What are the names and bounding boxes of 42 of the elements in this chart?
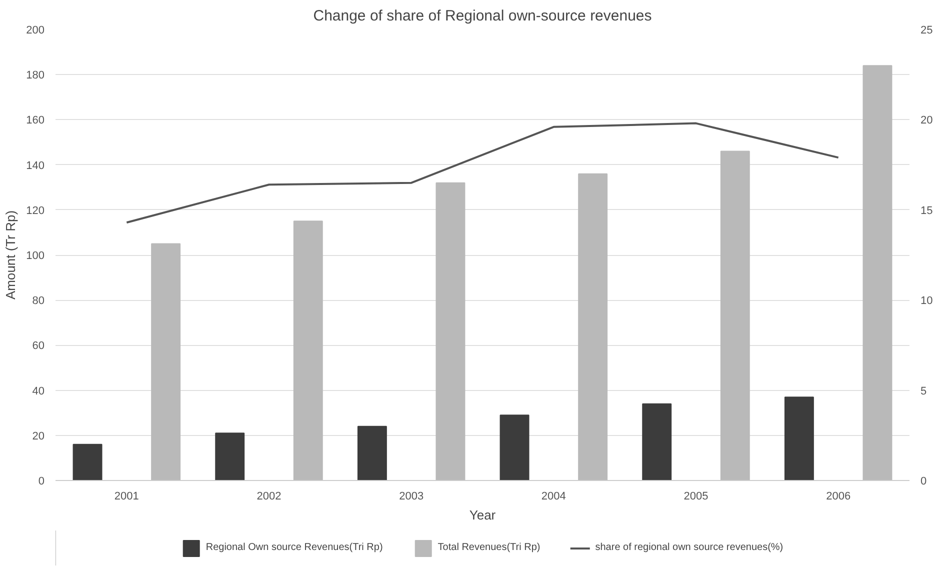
bar [215,432,245,480]
x-tick-label: 2006 [826,490,851,502]
bar [72,444,102,480]
bar [357,426,387,480]
x-axis-title: Year [469,508,496,522]
chart-title: Change of share of Regional own-source revenues [313,8,652,24]
bar [862,65,892,480]
bar [784,396,814,480]
y2-tick-label: 15 [920,204,933,217]
y-tick-label: 160 [26,114,45,127]
y-tick-label: 100 [26,250,45,262]
y-tick-label: 40 [32,385,45,398]
y2-tick-label: 5 [920,385,927,398]
legend-label: share of regional own source revenues(%) [595,542,784,553]
x-tick-label: 2005 [684,490,708,502]
y-tick-label: 140 [26,160,45,172]
x-tick-label: 2001 [114,490,139,502]
bar [642,403,672,480]
bar [500,414,530,480]
line-series [126,122,840,224]
legend-label: Regional Own source Revenues(Tri Rp) [206,542,383,553]
x-tick-label: 2004 [541,490,566,502]
y-tick-label: 60 [32,340,45,352]
bar [436,182,466,480]
y2-tick-label: 25 [920,24,933,36]
y2-tick-label: 10 [920,295,933,308]
y-axis-title: Amount (Tr Rp) [3,210,18,300]
y2-tick-label: 20 [920,114,933,127]
x-tick-label: 2002 [256,490,282,502]
y-tick-label: 20 [32,430,45,442]
y-tick-label: 200 [26,24,45,36]
y-tick-label: 80 [32,295,45,308]
bar [151,243,181,480]
legend-label: Total Revenues(Tri Rp) [438,542,540,553]
y2-tick-label: 0 [920,476,927,488]
bar [293,220,323,480]
bar [720,150,750,480]
y-tick-label: 0 [38,476,45,488]
y-tick-label: 120 [26,204,45,217]
x-tick-label: 2003 [399,490,424,502]
y-tick-label: 180 [26,70,45,82]
bar [578,173,608,480]
